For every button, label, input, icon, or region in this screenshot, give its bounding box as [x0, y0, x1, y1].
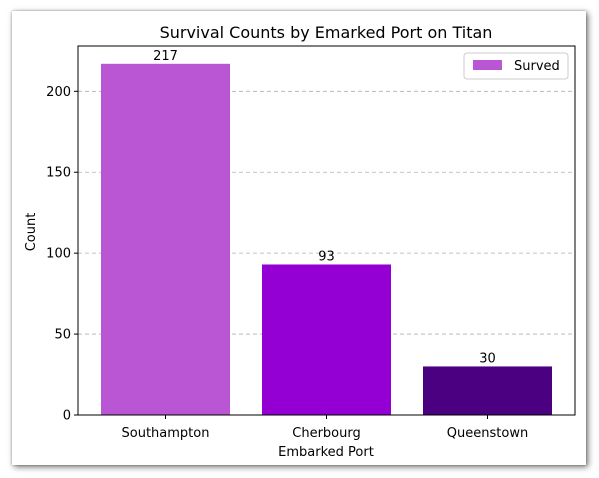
data-label: 30 — [479, 351, 496, 366]
chart-title: Survival Counts by Emarked Port on Titan — [160, 23, 493, 42]
y-tick-label: 150 — [46, 166, 71, 181]
x-axis-label: Embarked Port — [278, 445, 374, 460]
data-label: 217 — [153, 49, 178, 64]
legend-box — [463, 52, 569, 80]
legend-swatch — [473, 60, 502, 70]
y-tick-label: 0 — [63, 409, 71, 424]
y-axis-label: Count — [24, 213, 39, 252]
bar-queenstown — [423, 366, 552, 415]
y-tick-label: 200 — [46, 85, 71, 100]
x-axis-ticks: Southampton Cherbourg Queenstown — [122, 415, 528, 441]
x-tick-label: Cherbourg — [292, 426, 360, 441]
y-tick-label: 50 — [54, 328, 71, 343]
legend-label: Surved — [514, 59, 560, 74]
bars — [101, 63, 552, 415]
y-tick-label: 100 — [46, 247, 71, 262]
legend: Surved — [463, 52, 569, 80]
x-tick-label: Southampton — [122, 426, 210, 441]
data-label: 93 — [318, 249, 335, 264]
data-labels: 217 93 30 — [153, 49, 496, 367]
bar-cherbourg — [262, 264, 391, 415]
x-tick-label: Queenstown — [447, 426, 528, 441]
bar-southampton — [101, 63, 230, 415]
y-axis-ticks: 0 50 100 150 200 — [46, 85, 78, 424]
